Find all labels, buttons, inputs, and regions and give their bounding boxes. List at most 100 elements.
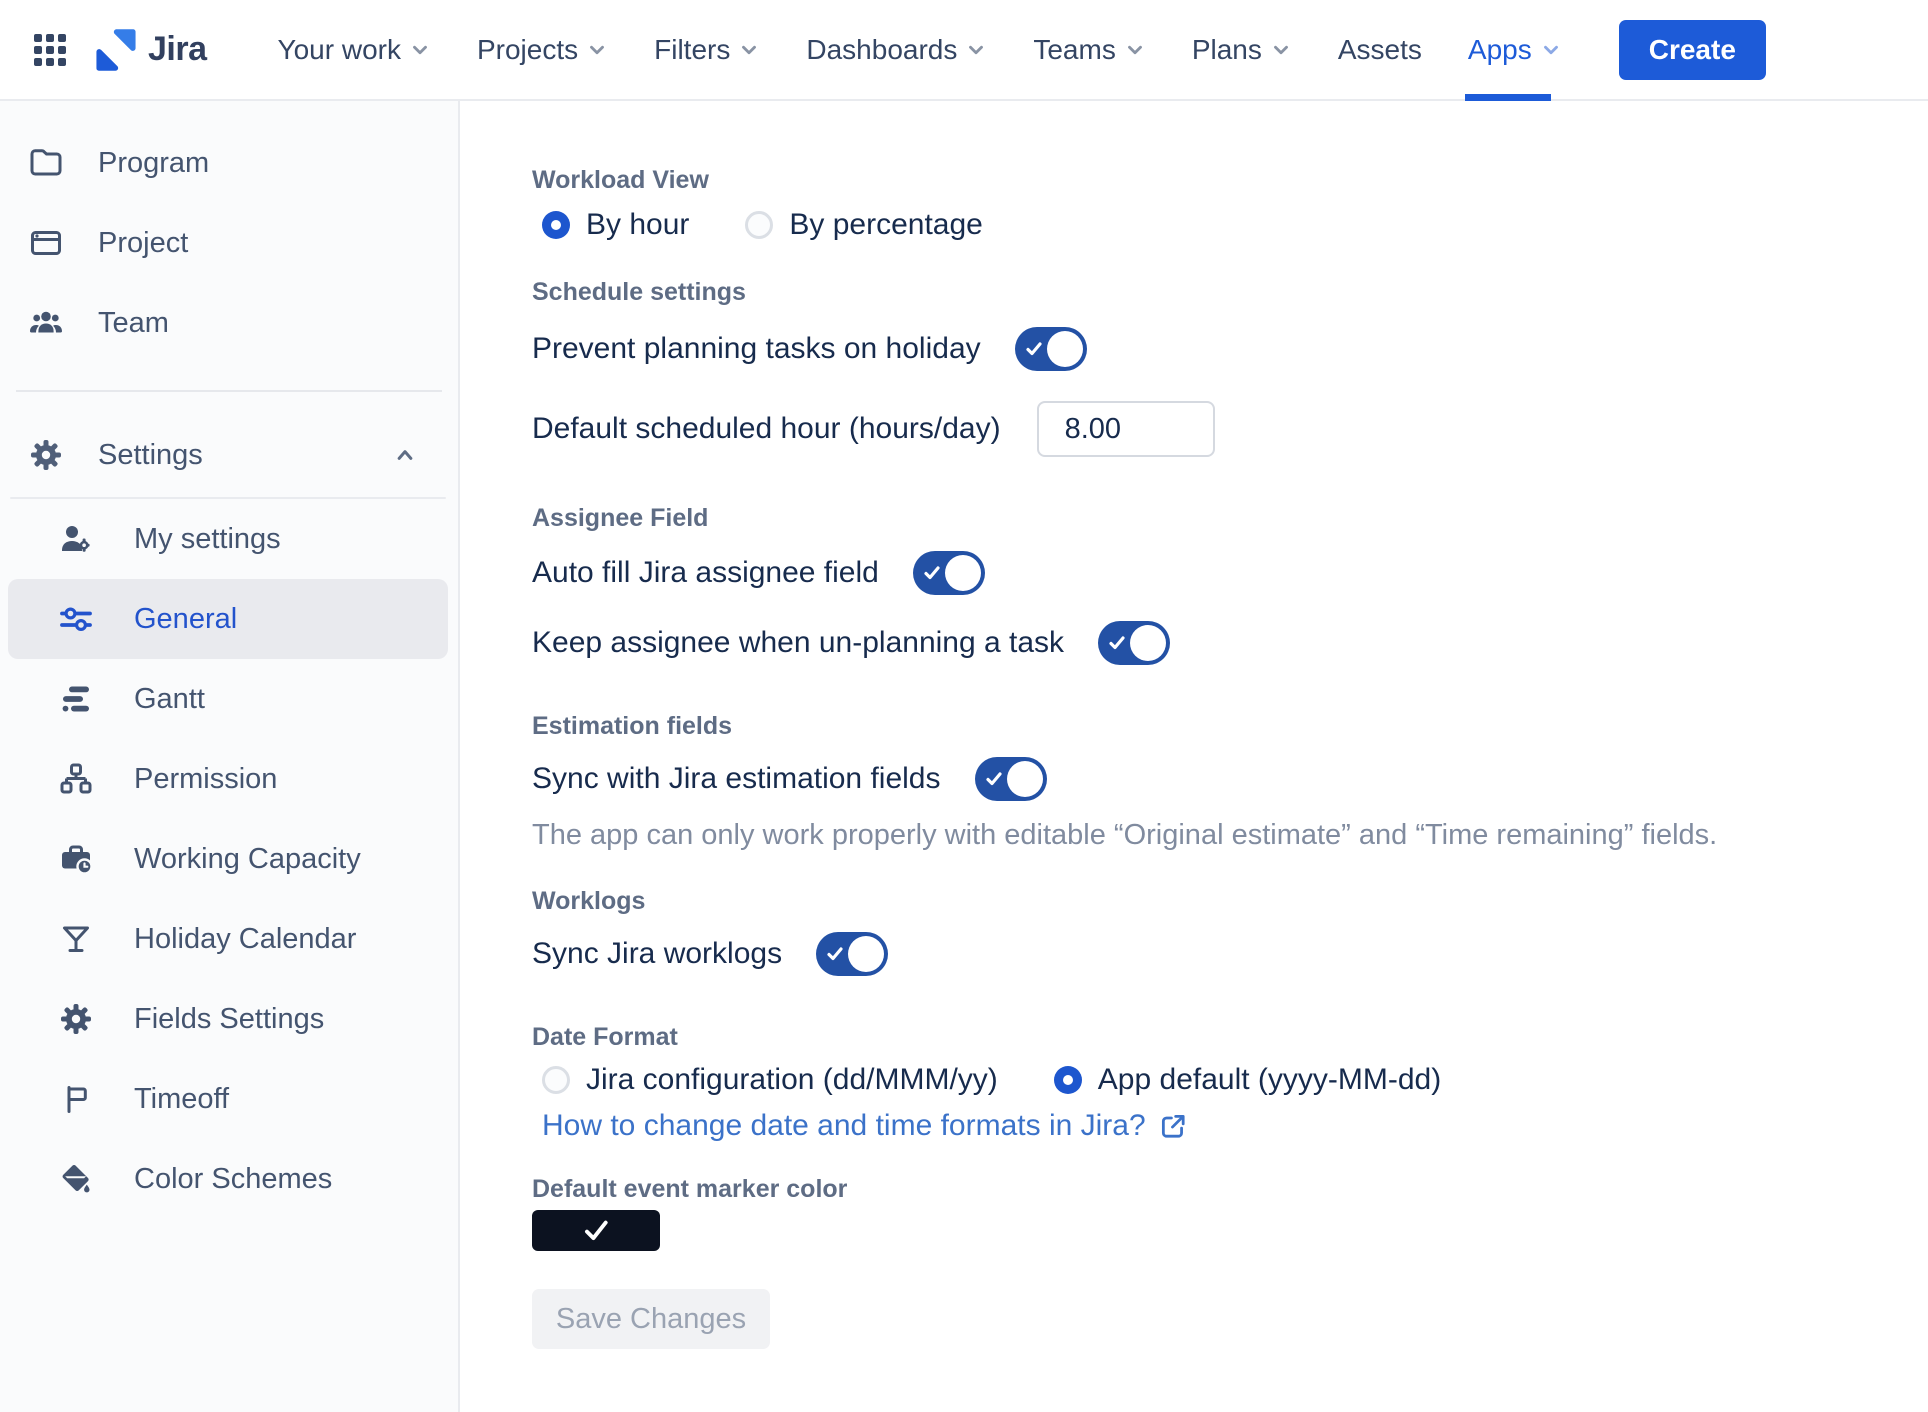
check-icon <box>584 1220 608 1240</box>
chevron-down-icon <box>413 45 427 54</box>
sync-worklogs-row: Sync Jira worklogs <box>532 928 1928 980</box>
sidebar-item-working-capacity[interactable]: Working Capacity <box>0 819 458 899</box>
settings-panel: Workload View By hour By percentage Sche… <box>460 101 1928 1412</box>
sidebar-item-label: Team <box>98 306 169 339</box>
primary-nav: Your work Projects Filters Dashboards Te… <box>255 0 1585 101</box>
create-button[interactable]: Create <box>1618 19 1766 80</box>
autofill-assignee-label: Auto fill Jira assignee field <box>532 556 879 589</box>
chevron-down-icon <box>742 45 757 54</box>
autofill-assignee-row: Auto fill Jira assignee field <box>532 547 1928 599</box>
marker-color-swatch[interactable] <box>532 1210 660 1251</box>
date-format-heading: Date Format <box>532 1023 678 1051</box>
sidebar-item-my-settings[interactable]: My settings <box>0 499 458 579</box>
check-icon <box>985 772 1002 786</box>
logo-text: Jira <box>148 30 207 68</box>
help-link-label: How to change date and time formats in J… <box>542 1109 1146 1142</box>
sidebar-item-label: Fields Settings <box>134 1002 325 1035</box>
estimation-fields-heading: Estimation fields <box>532 712 733 740</box>
sidebar-item-project[interactable]: Project <box>0 203 458 283</box>
prevent-planning-row: Prevent planning tasks on holiday <box>532 323 1928 375</box>
chevron-down-icon <box>1543 45 1558 54</box>
sidebar-item-label: Project <box>98 226 189 259</box>
sidebar-divider <box>16 390 442 392</box>
radio-by-hour-label: By hour <box>586 208 690 241</box>
toggle-knob <box>1006 761 1043 797</box>
person-gear-icon <box>58 521 94 557</box>
nav-item-your-work[interactable]: Your work <box>255 0 454 99</box>
check-icon <box>924 566 940 580</box>
nav-item-filters[interactable]: Filters <box>631 0 783 99</box>
sidebar-item-permission[interactable]: Permission <box>0 739 458 819</box>
nav-item-assets[interactable]: Assets <box>1337 33 1422 65</box>
estimation-note: The app can only work properly with edit… <box>532 819 1718 851</box>
window-icon <box>28 225 64 261</box>
keep-assignee-row: Keep assignee when un-planning a task <box>532 617 1928 669</box>
default-hour-input[interactable] <box>1036 401 1215 457</box>
sidebar-item-label: Working Capacity <box>134 842 361 875</box>
radio-by-hour[interactable] <box>542 211 570 239</box>
sync-worklogs-toggle[interactable] <box>816 932 889 976</box>
save-changes-button[interactable]: Save Changes <box>532 1289 770 1349</box>
chevron-down-icon <box>590 45 605 54</box>
sidebar-item-label: My settings <box>134 522 281 555</box>
top-nav: Jira Your work Projects Filters Dashboar… <box>0 0 1928 101</box>
jira-logo[interactable]: Jira <box>94 28 207 72</box>
nav-item-projects[interactable]: Projects <box>454 0 631 99</box>
sidebar-item-holiday-calendar[interactable]: Holiday Calendar <box>0 899 458 979</box>
sync-estimation-toggle[interactable] <box>974 757 1047 801</box>
check-icon <box>1109 636 1125 650</box>
sidebar-item-color-schemes[interactable]: Color Schemes <box>0 1139 458 1219</box>
nav-item-apps[interactable]: Apps <box>1445 0 1585 101</box>
sync-estimation-label: Sync with Jira estimation fields <box>532 762 941 795</box>
schedule-settings-heading: Schedule settings <box>532 278 746 306</box>
sidebar-item-label: Permission <box>134 762 278 795</box>
sidebar-item-timeoff[interactable]: Timeoff <box>0 1059 458 1139</box>
gantt-icon <box>58 681 94 717</box>
paint-bucket-icon <box>58 1161 94 1197</box>
workload-view-heading: Workload View <box>532 166 709 194</box>
toggle-knob <box>1130 625 1167 661</box>
nav-item-plans[interactable]: Plans <box>1169 0 1315 99</box>
sitemap-icon <box>58 761 94 797</box>
default-hour-row: Default scheduled hour (hours/day) <box>532 401 1928 457</box>
radio-by-percentage[interactable] <box>745 211 774 239</box>
sync-estimation-row: Sync with Jira estimation fields <box>532 753 1928 805</box>
gear-icon <box>28 437 64 473</box>
sidebar-item-label: Gantt <box>134 682 205 715</box>
worklogs-heading: Worklogs <box>532 887 646 915</box>
sidebar-item-fields-settings[interactable]: Fields Settings <box>0 979 458 1059</box>
radio-app-default[interactable] <box>1053 1066 1082 1094</box>
toggle-knob <box>944 555 981 591</box>
sidebar-item-team[interactable]: Team <box>0 283 458 363</box>
sidebar-item-label: General <box>134 602 238 635</box>
nav-item-dashboards[interactable]: Dashboards <box>783 0 1010 99</box>
sliders-icon <box>58 601 94 637</box>
app-switcher-button[interactable] <box>28 28 72 72</box>
jira-logo-icon <box>96 28 136 71</box>
sidebar-item-general[interactable]: General <box>8 579 448 659</box>
date-format-help-link[interactable]: How to change date and time formats in J… <box>532 1108 1928 1144</box>
keep-assignee-toggle[interactable] <box>1098 621 1171 665</box>
default-hour-label: Default scheduled hour (hours/day) <box>532 412 1001 445</box>
check-icon <box>827 947 843 961</box>
workload-view-options: By hour By percentage <box>532 203 1928 247</box>
sidebar-item-program[interactable]: Program <box>0 123 458 203</box>
nav-item-teams[interactable]: Teams <box>1010 0 1168 99</box>
autofill-assignee-toggle[interactable] <box>912 551 985 595</box>
sidebar-item-gantt[interactable]: Gantt <box>0 659 458 739</box>
radio-jira-configuration-label: Jira configuration (dd/MMM/yy) <box>586 1063 998 1096</box>
toggle-knob <box>1046 331 1083 367</box>
chevron-down-icon <box>969 45 984 54</box>
sidebar-settings-header[interactable]: Settings <box>0 415 458 495</box>
prevent-planning-toggle[interactable] <box>1014 327 1087 371</box>
radio-jira-configuration[interactable] <box>542 1066 570 1094</box>
briefcase-clock-icon <box>58 841 94 877</box>
gear-icon <box>58 1001 94 1037</box>
sidebar-settings-label: Settings <box>98 438 203 471</box>
team-icon <box>28 305 64 341</box>
sidebar-item-label: Color Schemes <box>134 1162 333 1195</box>
chevron-down-icon <box>1273 45 1288 54</box>
sidebar-item-label: Holiday Calendar <box>134 922 357 955</box>
grid-icon <box>34 33 66 66</box>
sidebar-item-label: Timeoff <box>134 1082 230 1115</box>
